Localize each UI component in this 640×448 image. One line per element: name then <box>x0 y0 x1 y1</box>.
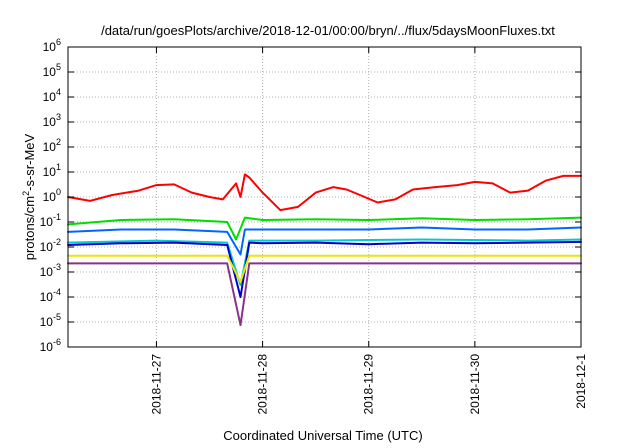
y-axis-label: protons/cm2-s-sr-MeV <box>21 133 37 260</box>
series-line-7 <box>67 262 582 327</box>
series-line-3 <box>67 226 582 256</box>
y-tick-label: 10-4 <box>40 287 61 304</box>
axes: 10-6 10-5 10-4 10-3 10-2 10-1 100 101 102 103 104 1… <box>40 37 588 415</box>
y-tick-label: 10-5 <box>40 312 61 329</box>
y-tick-label: 101 <box>43 162 61 179</box>
y-tick-label: 103 <box>43 112 61 129</box>
y-tick-label: 10-1 <box>40 212 61 229</box>
plot-frame <box>67 46 582 348</box>
chart-title: /data/run/goesPlots/archive/2018-12-01/0… <box>101 23 555 38</box>
y-tick-label: 105 <box>43 62 61 79</box>
y-tick-label: 10-3 <box>40 262 61 279</box>
series-line-6 <box>67 254 582 283</box>
series-line-2 <box>67 216 582 241</box>
series-group <box>67 173 582 327</box>
y-tick-label: 10-2 <box>40 237 61 254</box>
y-tick-label: 102 <box>43 137 61 154</box>
y-tick-label: 100 <box>43 187 61 204</box>
series-line-4 <box>67 238 582 287</box>
series-line-5 <box>67 240 582 298</box>
x-tick-label: 2018-11-29 <box>362 354 376 415</box>
x-tick-label: 2018-11-30 <box>468 354 482 415</box>
series-line-1 <box>67 173 582 212</box>
y-tick-label: 106 <box>43 37 61 54</box>
y-tick-label: 104 <box>43 87 61 104</box>
x-tick-label: 2018-12-1 <box>574 354 588 409</box>
grid <box>68 47 582 347</box>
x-axis-label: Coordinated Universal Time (UTC) <box>223 428 422 443</box>
x-tick-label: 2018-11-28 <box>256 354 270 415</box>
x-tick-label: 2018-11-27 <box>149 354 163 415</box>
y-tick-label: 10-6 <box>40 337 61 354</box>
